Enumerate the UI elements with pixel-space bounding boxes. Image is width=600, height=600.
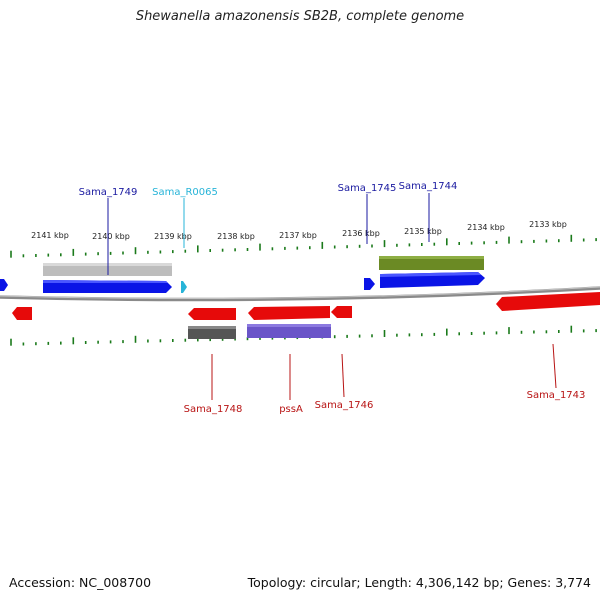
feature-cds-sama-1748[interactable] <box>188 308 236 320</box>
feature-cds-sama-1749-shine <box>43 280 168 283</box>
genome-backbone <box>0 286 600 302</box>
genome-backbone-highlight <box>0 286 600 300</box>
gene-label-sama-1744[interactable]: Sama_1744 <box>399 181 458 192</box>
leader-line-sama-1743 <box>552 343 557 389</box>
kbp-labels: 2141 kbp 2140 kbp 2139 kbp 2138 kbp 2137… <box>31 220 567 241</box>
gene-label-sama-1749[interactable]: Sama_1749 <box>79 187 138 198</box>
accession-text: Accession: NC_008700 <box>9 575 152 590</box>
map-title: Shewanella amazonensis SB2B, complete ge… <box>135 9 465 24</box>
feature-cds-sama-1744-shine <box>380 272 481 277</box>
feature-gene-bar-1744-top <box>379 256 484 259</box>
feature-cds-sama-1749[interactable] <box>43 280 172 293</box>
gene-label-sama-1748[interactable]: Sama_1748 <box>184 404 243 415</box>
gene-label-sama-1746[interactable]: Sama_1746 <box>315 400 374 411</box>
topology-summary-text: Topology: circular; Length: 4,306,142 bp… <box>247 575 591 590</box>
feature-gene-bar-1748[interactable] <box>188 326 236 339</box>
tick-row-top <box>10 234 597 258</box>
kbp-label: 2133 kbp <box>529 220 567 229</box>
feature-gene-bar-pssa[interactable] <box>247 324 331 338</box>
feature-cds-sama-1743[interactable] <box>496 292 600 311</box>
feature-reverse-edge-left[interactable] <box>12 307 32 320</box>
leader-line-sama-1746 <box>341 353 345 398</box>
kbp-label: 2139 kbp <box>154 232 192 241</box>
gene-label-sama-1745[interactable]: Sama_1745 <box>338 183 397 194</box>
feature-cds-sama-1746[interactable] <box>331 306 352 318</box>
kbp-label: 2141 kbp <box>31 231 69 240</box>
kbp-label: 2135 kbp <box>404 227 442 236</box>
feature-forward-edge-left[interactable] <box>0 279 8 291</box>
kbp-label: 2140 kbp <box>92 232 130 241</box>
feature-cds-pssa[interactable] <box>248 306 330 320</box>
feature-gene-bar-1748-top <box>188 326 236 329</box>
gene-label-sama-1743[interactable]: Sama_1743 <box>527 390 586 401</box>
kbp-label: 2137 kbp <box>279 231 317 240</box>
feature-gene-bar-1744[interactable] <box>379 256 484 270</box>
kbp-label: 2134 kbp <box>467 223 505 232</box>
kbp-label: 2136 kbp <box>342 229 380 238</box>
gene-label-sama-r0065[interactable]: Sama_R0065 <box>152 187 218 198</box>
feature-gene-bar-pssa-top <box>247 324 331 327</box>
gene-label-pssa[interactable]: pssA <box>279 404 303 415</box>
feature-cds-sama-1745[interactable] <box>364 278 375 290</box>
feature-rna-sama-r0065[interactable] <box>181 281 187 293</box>
kbp-label: 2138 kbp <box>217 232 255 241</box>
